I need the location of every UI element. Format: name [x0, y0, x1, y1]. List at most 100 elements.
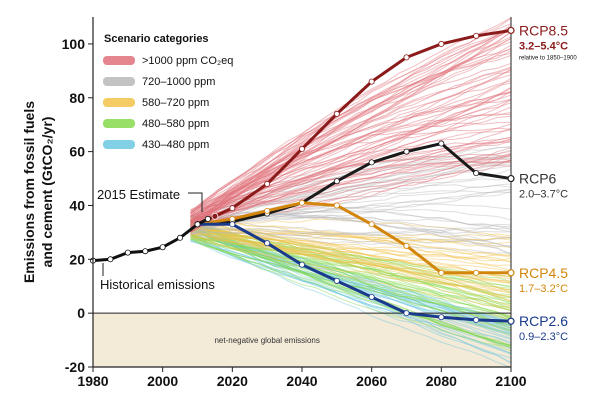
rcp-line-RCP6	[197, 142, 511, 226]
x-ticks: 1980 2000 2020 2040 2060 2080 2100	[77, 367, 527, 389]
scenario-line	[190, 77, 511, 233]
scenario-line	[190, 225, 511, 306]
rcp-point	[264, 180, 271, 187]
scenario-line	[190, 237, 511, 348]
scenario-line	[190, 36, 511, 221]
scenario-line	[190, 50, 511, 215]
rcp-line-RCP2.6	[197, 222, 511, 323]
rcp-point	[473, 170, 480, 177]
scenario-line	[190, 127, 511, 218]
rcp-point	[438, 40, 445, 47]
scenario-line	[190, 219, 511, 302]
x-tick-label: 2060	[356, 373, 387, 389]
scenario-line	[190, 228, 511, 278]
scenario-line	[190, 233, 511, 320]
scenario-line	[190, 27, 511, 232]
scenario-line	[190, 164, 511, 223]
scenario-line	[190, 239, 511, 312]
historical-point	[107, 256, 114, 263]
rcp-labels: RCP8.5 3.2–5.4°C relative to 1850–1900 RCP6…	[507, 22, 577, 343]
x-tick-label: 2020	[217, 373, 248, 389]
legend-swatch	[103, 56, 135, 65]
legend-label: 480–580 ppm	[142, 118, 209, 130]
legend-label: 430–480 ppm	[142, 139, 209, 151]
scenario-line	[190, 223, 511, 289]
x-tick-label: 2000	[147, 373, 178, 389]
scenario-line	[190, 225, 511, 272]
scenario-line	[190, 235, 511, 302]
scenario-line	[190, 224, 511, 288]
scenario-line	[190, 231, 511, 291]
historical-point	[194, 221, 201, 228]
rcp-range: 1.7–3.2°C	[519, 283, 568, 295]
scenario-line	[190, 31, 511, 228]
scenario-line	[190, 165, 511, 223]
rcp-point	[403, 242, 410, 249]
legend-title: Scenario categories	[104, 33, 209, 45]
legend-label: 580–720 ppm	[142, 97, 209, 109]
scenario-line	[190, 29, 511, 226]
historical-point	[177, 234, 184, 241]
rcp-point	[403, 54, 410, 61]
rcp-end-marker	[507, 317, 515, 325]
scenario-line	[190, 90, 511, 227]
legend-label: >1000 ppm CO₂eq	[142, 55, 233, 67]
scenario-line	[190, 223, 511, 305]
scenario-line	[190, 234, 511, 318]
scenario-line	[190, 222, 511, 332]
rcp-end-marker	[507, 269, 515, 277]
legend: Scenario categories >1000 ppm CO₂eq 720–1…	[103, 33, 233, 151]
scenario-line	[190, 226, 511, 330]
scenario-line	[190, 232, 511, 275]
scenario-line	[190, 168, 511, 232]
scenario-line	[190, 230, 511, 332]
scenario-line	[190, 232, 511, 284]
scenario-line	[190, 234, 511, 280]
legend-swatch	[103, 119, 135, 128]
scenario-line	[190, 226, 511, 347]
scenario-line	[190, 92, 511, 221]
historical-point	[142, 248, 149, 255]
scenario-line	[190, 55, 511, 217]
scenario-line	[190, 28, 511, 221]
scenario-line	[190, 41, 511, 224]
scenario-line	[190, 82, 511, 218]
scenario-line	[190, 129, 511, 233]
scenario-line	[190, 115, 511, 213]
scenario-line	[190, 71, 511, 232]
scenario-line	[190, 240, 511, 323]
scenario-line	[190, 227, 511, 293]
scenario-line	[190, 234, 511, 319]
scenario-line	[190, 236, 511, 293]
rcp-end-marker	[507, 174, 515, 183]
scenario-line	[190, 226, 511, 287]
scenario-line	[190, 226, 511, 261]
scenario-line	[190, 227, 511, 294]
scenario-line	[190, 220, 511, 329]
rcp-point	[333, 277, 340, 284]
scenario-line	[190, 240, 511, 354]
net-negative-label: net-negative global emissions	[214, 336, 319, 345]
x-tick-label: 2040	[286, 373, 317, 389]
scenario-line	[190, 178, 511, 228]
scenario-line	[190, 229, 511, 347]
rcp-point	[264, 240, 271, 247]
rcp-point	[333, 178, 340, 185]
scenario-line	[190, 206, 511, 221]
scenario-line	[190, 234, 511, 323]
historical-point	[159, 244, 166, 251]
scenario-line	[190, 154, 511, 223]
y-tick-label: 20	[69, 251, 85, 267]
scenario-line	[190, 28, 511, 233]
legend-swatch	[103, 98, 135, 107]
rcp-line-RCP8.5	[196, 28, 511, 226]
rcp-point	[264, 207, 271, 214]
scenario-line	[190, 236, 511, 295]
scenario-line	[190, 226, 511, 346]
scenario-line	[190, 234, 511, 350]
scenario-line	[190, 225, 511, 244]
rcp-note: relative to 1850–1900	[519, 55, 577, 61]
scenario-line	[190, 224, 511, 363]
scenario-line	[190, 217, 511, 272]
